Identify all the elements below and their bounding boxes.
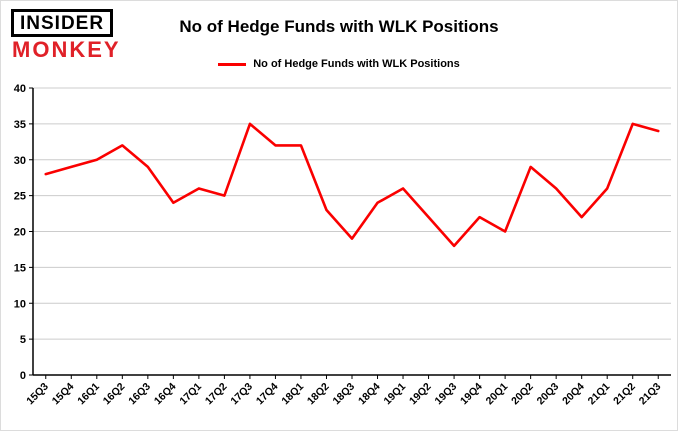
x-tick-label: 16Q3 <box>126 381 153 408</box>
x-tick-label: 16Q4 <box>152 381 179 408</box>
x-tick-label: 20Q3 <box>535 381 562 408</box>
x-tick-label: 19Q3 <box>433 381 460 408</box>
y-tick-label: 20 <box>14 227 26 239</box>
x-tick-label: 18Q4 <box>356 381 383 408</box>
legend-line-icon <box>218 62 247 66</box>
x-tick-label: 21Q3 <box>637 381 664 408</box>
chart-title: No of Hedge Funds with WLK Positions <box>179 17 499 36</box>
y-tick-label: 40 <box>14 83 26 95</box>
x-tick-label: 20Q4 <box>560 381 587 408</box>
y-tick-label: 30 <box>14 155 26 167</box>
legend-label: No of Hedge Funds with WLK Positions <box>253 58 460 70</box>
x-tick-label: 19Q4 <box>458 381 485 408</box>
x-tick-label: 17Q4 <box>254 381 281 408</box>
x-tick-label: 15Q4 <box>50 381 77 408</box>
insider-monkey-logo: INSIDER MONKEY <box>11 9 121 61</box>
y-tick-label: 15 <box>14 262 26 274</box>
logo-text-insider: INSIDER <box>11 9 114 37</box>
x-tick-label: 21Q1 <box>586 381 613 408</box>
y-tick-label: 0 <box>20 370 26 382</box>
y-tick-label: 5 <box>20 334 26 346</box>
x-tick-label: 19Q1 <box>382 381 409 408</box>
x-tick-label: 20Q1 <box>484 381 511 408</box>
x-tick-label: 18Q2 <box>305 381 332 408</box>
x-tick-label: 17Q3 <box>228 381 255 408</box>
y-tick-label: 25 <box>14 191 26 203</box>
data-line-series <box>44 122 660 248</box>
x-tick-label: 16Q1 <box>75 381 102 408</box>
chart-legend: No of Hedge Funds with WLK Positions <box>1 58 677 70</box>
logo-text-monkey: MONKEY <box>12 37 121 62</box>
x-tick-label: 17Q1 <box>177 381 204 408</box>
x-tick-label: 20Q2 <box>509 381 536 408</box>
x-tick-label: 17Q2 <box>203 381 230 408</box>
y-tick-label: 10 <box>14 298 26 310</box>
x-tick-label: 15Q3 <box>24 381 51 408</box>
line-chart: 0 5 10 15 20 25 30 35 40 15Q315Q416Q116Q216Q316Q4… <box>14 83 671 408</box>
x-tick-label: 18Q3 <box>330 381 357 408</box>
x-tick-label: 19Q2 <box>407 381 434 408</box>
y-tick-label: 35 <box>14 119 26 131</box>
x-tick-label: 21Q2 <box>611 381 638 408</box>
x-tick-label: 16Q2 <box>101 381 128 408</box>
x-tick-label: 18Q1 <box>279 381 306 408</box>
